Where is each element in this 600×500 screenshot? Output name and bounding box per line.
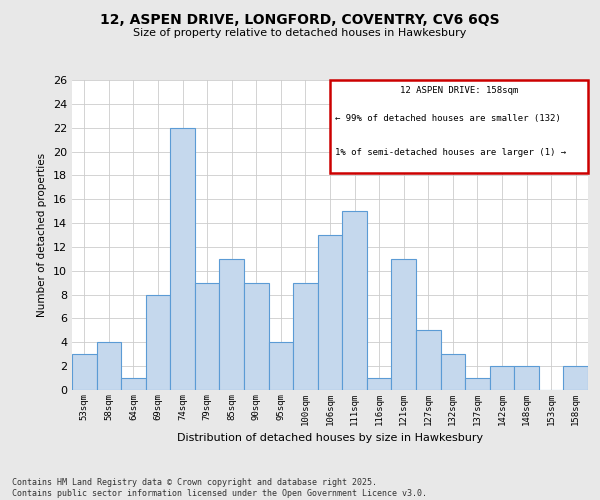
Bar <box>244 282 269 390</box>
Bar <box>220 259 244 390</box>
Bar <box>293 282 318 390</box>
Bar <box>170 128 195 390</box>
X-axis label: Distribution of detached houses by size in Hawkesbury: Distribution of detached houses by size … <box>177 434 483 444</box>
Text: Contains HM Land Registry data © Crown copyright and database right 2025.
Contai: Contains HM Land Registry data © Crown c… <box>12 478 427 498</box>
Text: ← 99% of detached houses are smaller (132): ← 99% of detached houses are smaller (13… <box>335 114 561 123</box>
Text: Size of property relative to detached houses in Hawkesbury: Size of property relative to detached ho… <box>133 28 467 38</box>
Bar <box>514 366 539 390</box>
Bar <box>563 366 588 390</box>
Bar <box>367 378 391 390</box>
FancyBboxPatch shape <box>330 80 588 173</box>
Bar <box>318 235 342 390</box>
Bar <box>146 294 170 390</box>
Bar <box>342 211 367 390</box>
Bar <box>465 378 490 390</box>
Bar <box>269 342 293 390</box>
Bar <box>416 330 440 390</box>
Bar <box>72 354 97 390</box>
Bar <box>440 354 465 390</box>
Bar <box>490 366 514 390</box>
Text: 1% of semi-detached houses are larger (1) →: 1% of semi-detached houses are larger (1… <box>335 148 566 157</box>
Bar <box>195 282 220 390</box>
Y-axis label: Number of detached properties: Number of detached properties <box>37 153 47 317</box>
Bar <box>391 259 416 390</box>
Bar <box>97 342 121 390</box>
Text: 12, ASPEN DRIVE, LONGFORD, COVENTRY, CV6 6QS: 12, ASPEN DRIVE, LONGFORD, COVENTRY, CV6… <box>100 12 500 26</box>
Bar <box>121 378 146 390</box>
Text: 12 ASPEN DRIVE: 158sqm: 12 ASPEN DRIVE: 158sqm <box>400 86 518 95</box>
